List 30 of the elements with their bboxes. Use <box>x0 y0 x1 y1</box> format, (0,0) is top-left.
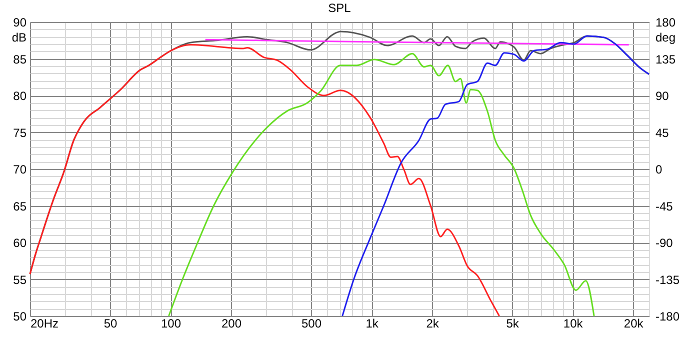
y-tick-label: 65 <box>13 199 27 214</box>
x-tick-label: 200 <box>222 316 242 330</box>
y2-tick-label: 45 <box>656 126 670 140</box>
y2-tick-label: -180 <box>656 310 680 324</box>
y-tick-label: 55 <box>13 272 27 287</box>
y2-tick-label: -45 <box>656 199 674 214</box>
y2-tick-label: -90 <box>656 236 674 250</box>
chart-title: SPL <box>328 1 352 15</box>
y2-tick-label: 135 <box>656 52 676 66</box>
y-axis-title: dB <box>12 30 26 44</box>
y-tick-label: 90 <box>13 16 27 30</box>
y-tick-label: 60 <box>13 236 27 250</box>
y2-tick-label: 90 <box>656 89 670 103</box>
x-tick-label: 20k <box>624 316 644 330</box>
y-tick-label: 75 <box>13 126 27 140</box>
y-tick-label: 80 <box>13 89 27 103</box>
x-tick-label: 100 <box>160 316 182 330</box>
y-tick-label: 85 <box>13 52 27 66</box>
x-tick-label: 5k <box>506 316 520 330</box>
y2-tick-label: 0 <box>656 162 662 176</box>
x-tick-label: 1k <box>366 316 380 330</box>
x-tick-label: 500 <box>302 316 322 330</box>
x-tick-label: 2k <box>426 316 440 330</box>
x-tick-label: 20Hz <box>30 316 59 330</box>
y-tick-label: 70 <box>13 162 27 176</box>
y2-axis-title: deg <box>656 30 676 44</box>
x-tick-label: 50 <box>104 316 118 330</box>
y2-tick-label: -135 <box>656 272 680 287</box>
y2-tick-label: 180 <box>656 16 676 30</box>
x-tick-label: 10k <box>563 316 584 330</box>
